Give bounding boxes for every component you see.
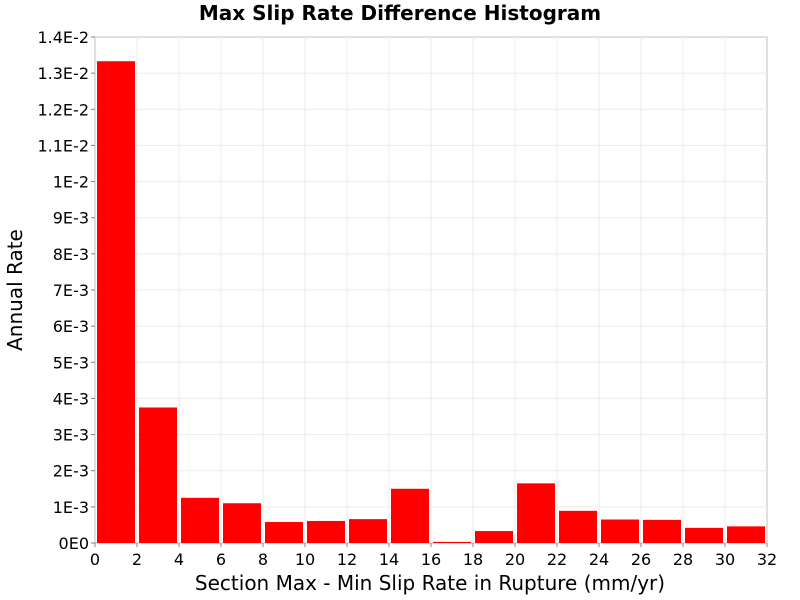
y-tick-label: 5E-3 <box>53 353 89 372</box>
histogram-bar <box>433 541 471 543</box>
x-tick-label: 8 <box>258 550 268 569</box>
y-tick-label: 6E-3 <box>53 317 89 336</box>
x-tick-label: 12 <box>337 550 357 569</box>
histogram-bar <box>475 531 513 543</box>
y-tick-label: 1.3E-2 <box>37 64 89 83</box>
x-axis-label: Section Max - Min Slip Rate in Rupture (… <box>195 571 665 595</box>
histogram-bar <box>97 61 135 544</box>
x-tick-label: 28 <box>673 550 693 569</box>
y-tick-label: 2E-3 <box>53 462 89 481</box>
histogram-bar <box>517 483 555 543</box>
histogram-bar <box>391 488 429 543</box>
x-tick-label: 4 <box>174 550 184 569</box>
x-tick-label: 24 <box>589 550 609 569</box>
histogram-bar <box>559 510 597 543</box>
histogram-bar <box>643 519 681 543</box>
x-tick-label: 10 <box>295 550 315 569</box>
chart-title: Max Slip Rate Difference Histogram <box>199 1 601 25</box>
x-tick-label: 26 <box>631 550 651 569</box>
y-tick-label: 1.4E-2 <box>37 28 89 47</box>
x-tick-label: 30 <box>715 550 735 569</box>
histogram-bar <box>265 522 303 543</box>
histogram-bar <box>601 519 639 543</box>
y-tick-label: 9E-3 <box>53 209 89 228</box>
y-tick-label: 1E-3 <box>53 498 89 517</box>
bars <box>97 61 765 544</box>
y-tick-label: 4E-3 <box>53 389 89 408</box>
grid-lines <box>95 37 767 543</box>
y-tick-label: 0E0 <box>59 534 89 553</box>
x-tick-label: 16 <box>421 550 441 569</box>
x-tick-label: 6 <box>216 550 226 569</box>
x-tick-label: 14 <box>379 550 399 569</box>
histogram-bar <box>349 519 387 543</box>
histogram-bar <box>223 503 261 543</box>
histogram-bar <box>685 527 723 543</box>
y-tick-label: 1E-2 <box>53 173 89 192</box>
y-tick-label: 1.1E-2 <box>37 136 89 155</box>
x-tick-label: 22 <box>547 550 567 569</box>
x-axis: 0 2 4 6 8 10 12 14 16 18 20 22 24 26 28 30 32 <box>90 543 777 569</box>
x-tick-label: 20 <box>505 550 525 569</box>
histogram-bar <box>307 520 345 543</box>
x-tick-label: 18 <box>463 550 483 569</box>
histogram-bar <box>139 407 177 543</box>
y-tick-label: 7E-3 <box>53 281 89 300</box>
x-tick-label: 2 <box>132 550 142 569</box>
y-tick-label: 3E-3 <box>53 426 89 445</box>
y-tick-label: 8E-3 <box>53 245 89 264</box>
x-tick-label: 0 <box>90 550 100 569</box>
y-axis: 0E0 1E-3 2E-3 3E-3 4E-3 5E-3 6E-3 7E-3 8E-3 9E-3 1… <box>37 28 95 553</box>
y-tick-label: 1.2E-2 <box>37 100 89 119</box>
x-tick-label: 32 <box>757 550 777 569</box>
histogram-bar <box>181 497 219 543</box>
y-axis-label: Annual Rate <box>3 229 27 351</box>
histogram-bar <box>727 526 765 543</box>
